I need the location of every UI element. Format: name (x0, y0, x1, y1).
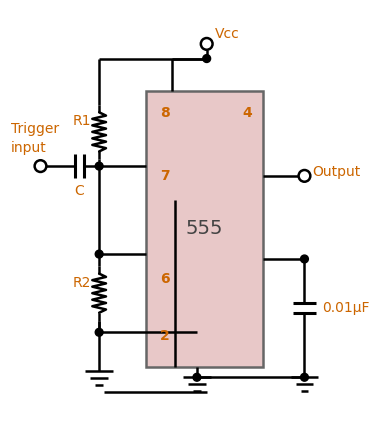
Text: 0.01μF: 0.01μF (322, 301, 370, 315)
Circle shape (299, 170, 311, 182)
Text: input: input (11, 142, 47, 155)
Text: Output: Output (312, 165, 360, 179)
Circle shape (301, 255, 308, 263)
Circle shape (95, 328, 103, 336)
Text: Trigger: Trigger (11, 122, 59, 136)
Text: 6: 6 (160, 272, 170, 285)
Bar (146, 91, 263, 366)
Circle shape (95, 162, 103, 170)
Text: Vcc: Vcc (215, 27, 239, 41)
Text: R2: R2 (73, 276, 91, 290)
Text: 4: 4 (242, 107, 251, 120)
Circle shape (95, 250, 103, 258)
Circle shape (203, 55, 211, 62)
Text: 7: 7 (160, 169, 170, 183)
Text: 555: 555 (186, 219, 224, 238)
Text: 2: 2 (160, 330, 170, 343)
Circle shape (35, 160, 46, 172)
Text: R1: R1 (73, 114, 91, 128)
Circle shape (193, 373, 201, 381)
Text: C: C (75, 184, 85, 198)
Text: 8: 8 (160, 107, 170, 120)
Circle shape (201, 38, 213, 50)
Circle shape (301, 373, 308, 381)
